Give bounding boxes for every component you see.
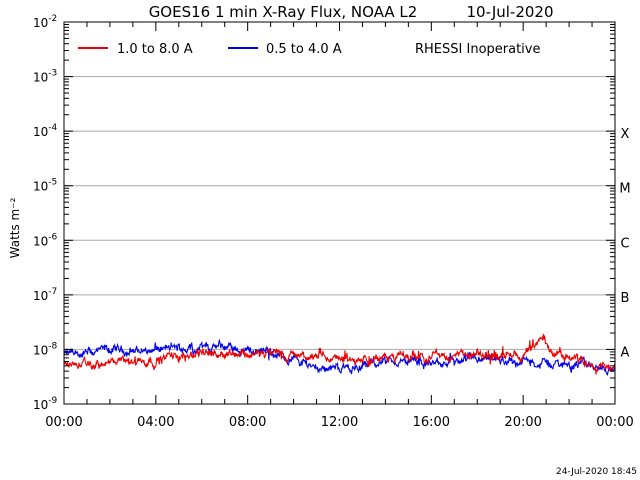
flare-class-label: X [621, 127, 630, 142]
flare-class-label: M [619, 182, 630, 197]
flare-class-labels: X M C B A [619, 127, 630, 360]
legend: 1.0 to 8.0 A 0.5 to 4.0 A [78, 42, 342, 57]
x-tick-label: 00:00 [596, 415, 633, 430]
x-tick-label: 20:00 [504, 415, 541, 430]
flare-class-label: C [620, 236, 629, 251]
x-tick-label: 12:00 [321, 415, 358, 430]
x-tick-label: 04:00 [137, 415, 174, 430]
x-tick-label: 08:00 [229, 415, 266, 430]
x-axis-ticks: 00:00 04:00 08:00 12:00 16:00 20:00 00:00 [45, 22, 634, 430]
y-tick-label: 10-8 [33, 341, 58, 357]
y-axis-label: Watts m⁻² [8, 197, 22, 258]
chart-date: 10-Jul-2020 [466, 3, 553, 21]
legend-label-long: 1.0 to 8.0 A [117, 42, 193, 57]
y-tick-label: 10-3 [33, 69, 57, 85]
data-series [63, 332, 616, 376]
generation-timestamp: 24-Jul-2020 18:45 [556, 467, 637, 477]
y-tick-label: 10-4 [33, 123, 58, 139]
y-tick-label: 10-9 [33, 396, 58, 412]
flare-class-label: A [621, 345, 630, 360]
series-line [63, 338, 616, 376]
y-tick-label: 10-5 [33, 178, 57, 194]
y-axis-ticks: 10-2 10-3 10-4 10-5 10-6 10-7 10-8 10-9 [33, 14, 615, 412]
rhessi-note: RHESSI Inoperative [415, 42, 540, 57]
grid-lines [64, 76, 615, 350]
y-tick-label: 10-6 [33, 232, 58, 248]
y-tick-label: 10-7 [33, 287, 57, 303]
chart-title: GOES16 1 min X-Ray Flux, NOAA L2 [149, 3, 418, 21]
x-tick-label: 00:00 [45, 415, 82, 430]
legend-label-short: 0.5 to 4.0 A [266, 42, 342, 57]
series-line [63, 332, 616, 375]
x-tick-label: 16:00 [413, 415, 450, 430]
y-tick-label: 10-2 [33, 14, 57, 30]
flare-class-label: B [621, 291, 630, 306]
